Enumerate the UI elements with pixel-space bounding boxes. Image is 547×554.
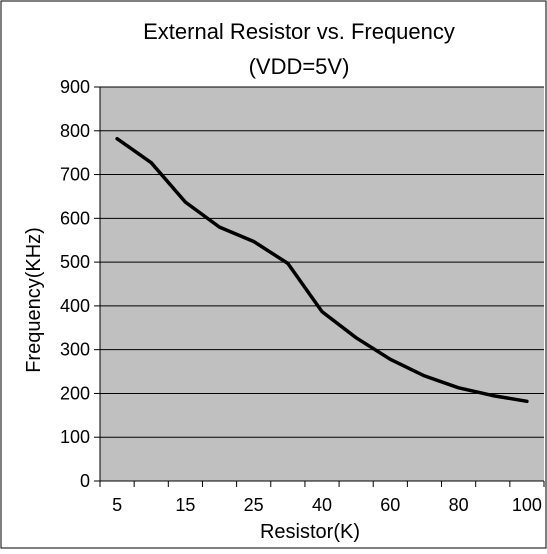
y-tick-label-300: 300: [60, 340, 90, 360]
data-point-2: [184, 200, 187, 204]
data-point-9: [423, 374, 426, 378]
data-point-11: [491, 394, 494, 397]
y-tick-label-800: 800: [60, 121, 90, 141]
data-point-12: [525, 400, 529, 403]
plot-area: [100, 87, 544, 481]
data-point-5: [286, 262, 290, 265]
y-tick-label-600: 600: [60, 208, 90, 228]
y-tick-label-700: 700: [60, 165, 90, 185]
data-point-3: [218, 225, 221, 229]
y-tick-label-900: 900: [60, 77, 90, 97]
data-point-7: [354, 336, 358, 340]
y-tick-label-200: 200: [60, 383, 90, 403]
chart-subtitle: (VDD=5V): [249, 54, 350, 79]
data-point-6: [320, 310, 324, 313]
x-tick-label-80: 80: [449, 495, 469, 515]
data-point-4: [252, 240, 255, 243]
x-tick-label-25: 25: [244, 495, 264, 515]
x-tick-label-15: 15: [175, 495, 195, 515]
y-tick-label-500: 500: [60, 252, 90, 272]
series-layer: [115, 136, 529, 404]
grid-lines: [100, 86, 544, 438]
x-tick-label-100: 100: [512, 495, 542, 515]
data-point-0: [115, 137, 119, 140]
y-tick-label-400: 400: [60, 296, 90, 316]
axes: [99, 87, 544, 482]
data-point-1: [150, 161, 153, 164]
x-axis-ticks: 5 15 25 40 60 80 100: [99, 481, 545, 515]
y-axis-ticks: 0 100 200 300 400 500 600 700 800 900: [60, 77, 100, 491]
y-tick-label-100: 100: [60, 427, 90, 447]
x-axis-title: Resistor(K): [260, 521, 360, 543]
x-tick-label-60: 60: [380, 495, 400, 515]
data-point-10: [457, 386, 460, 389]
chart-title: External Resistor vs. Frequency: [143, 19, 455, 44]
y-axis-title: Frequency(KHz): [23, 227, 45, 373]
data-point-8: [389, 358, 392, 361]
x-tick-label-40: 40: [312, 495, 332, 515]
y-tick-label-0: 0: [80, 471, 90, 491]
x-tick-label-5: 5: [112, 495, 122, 515]
